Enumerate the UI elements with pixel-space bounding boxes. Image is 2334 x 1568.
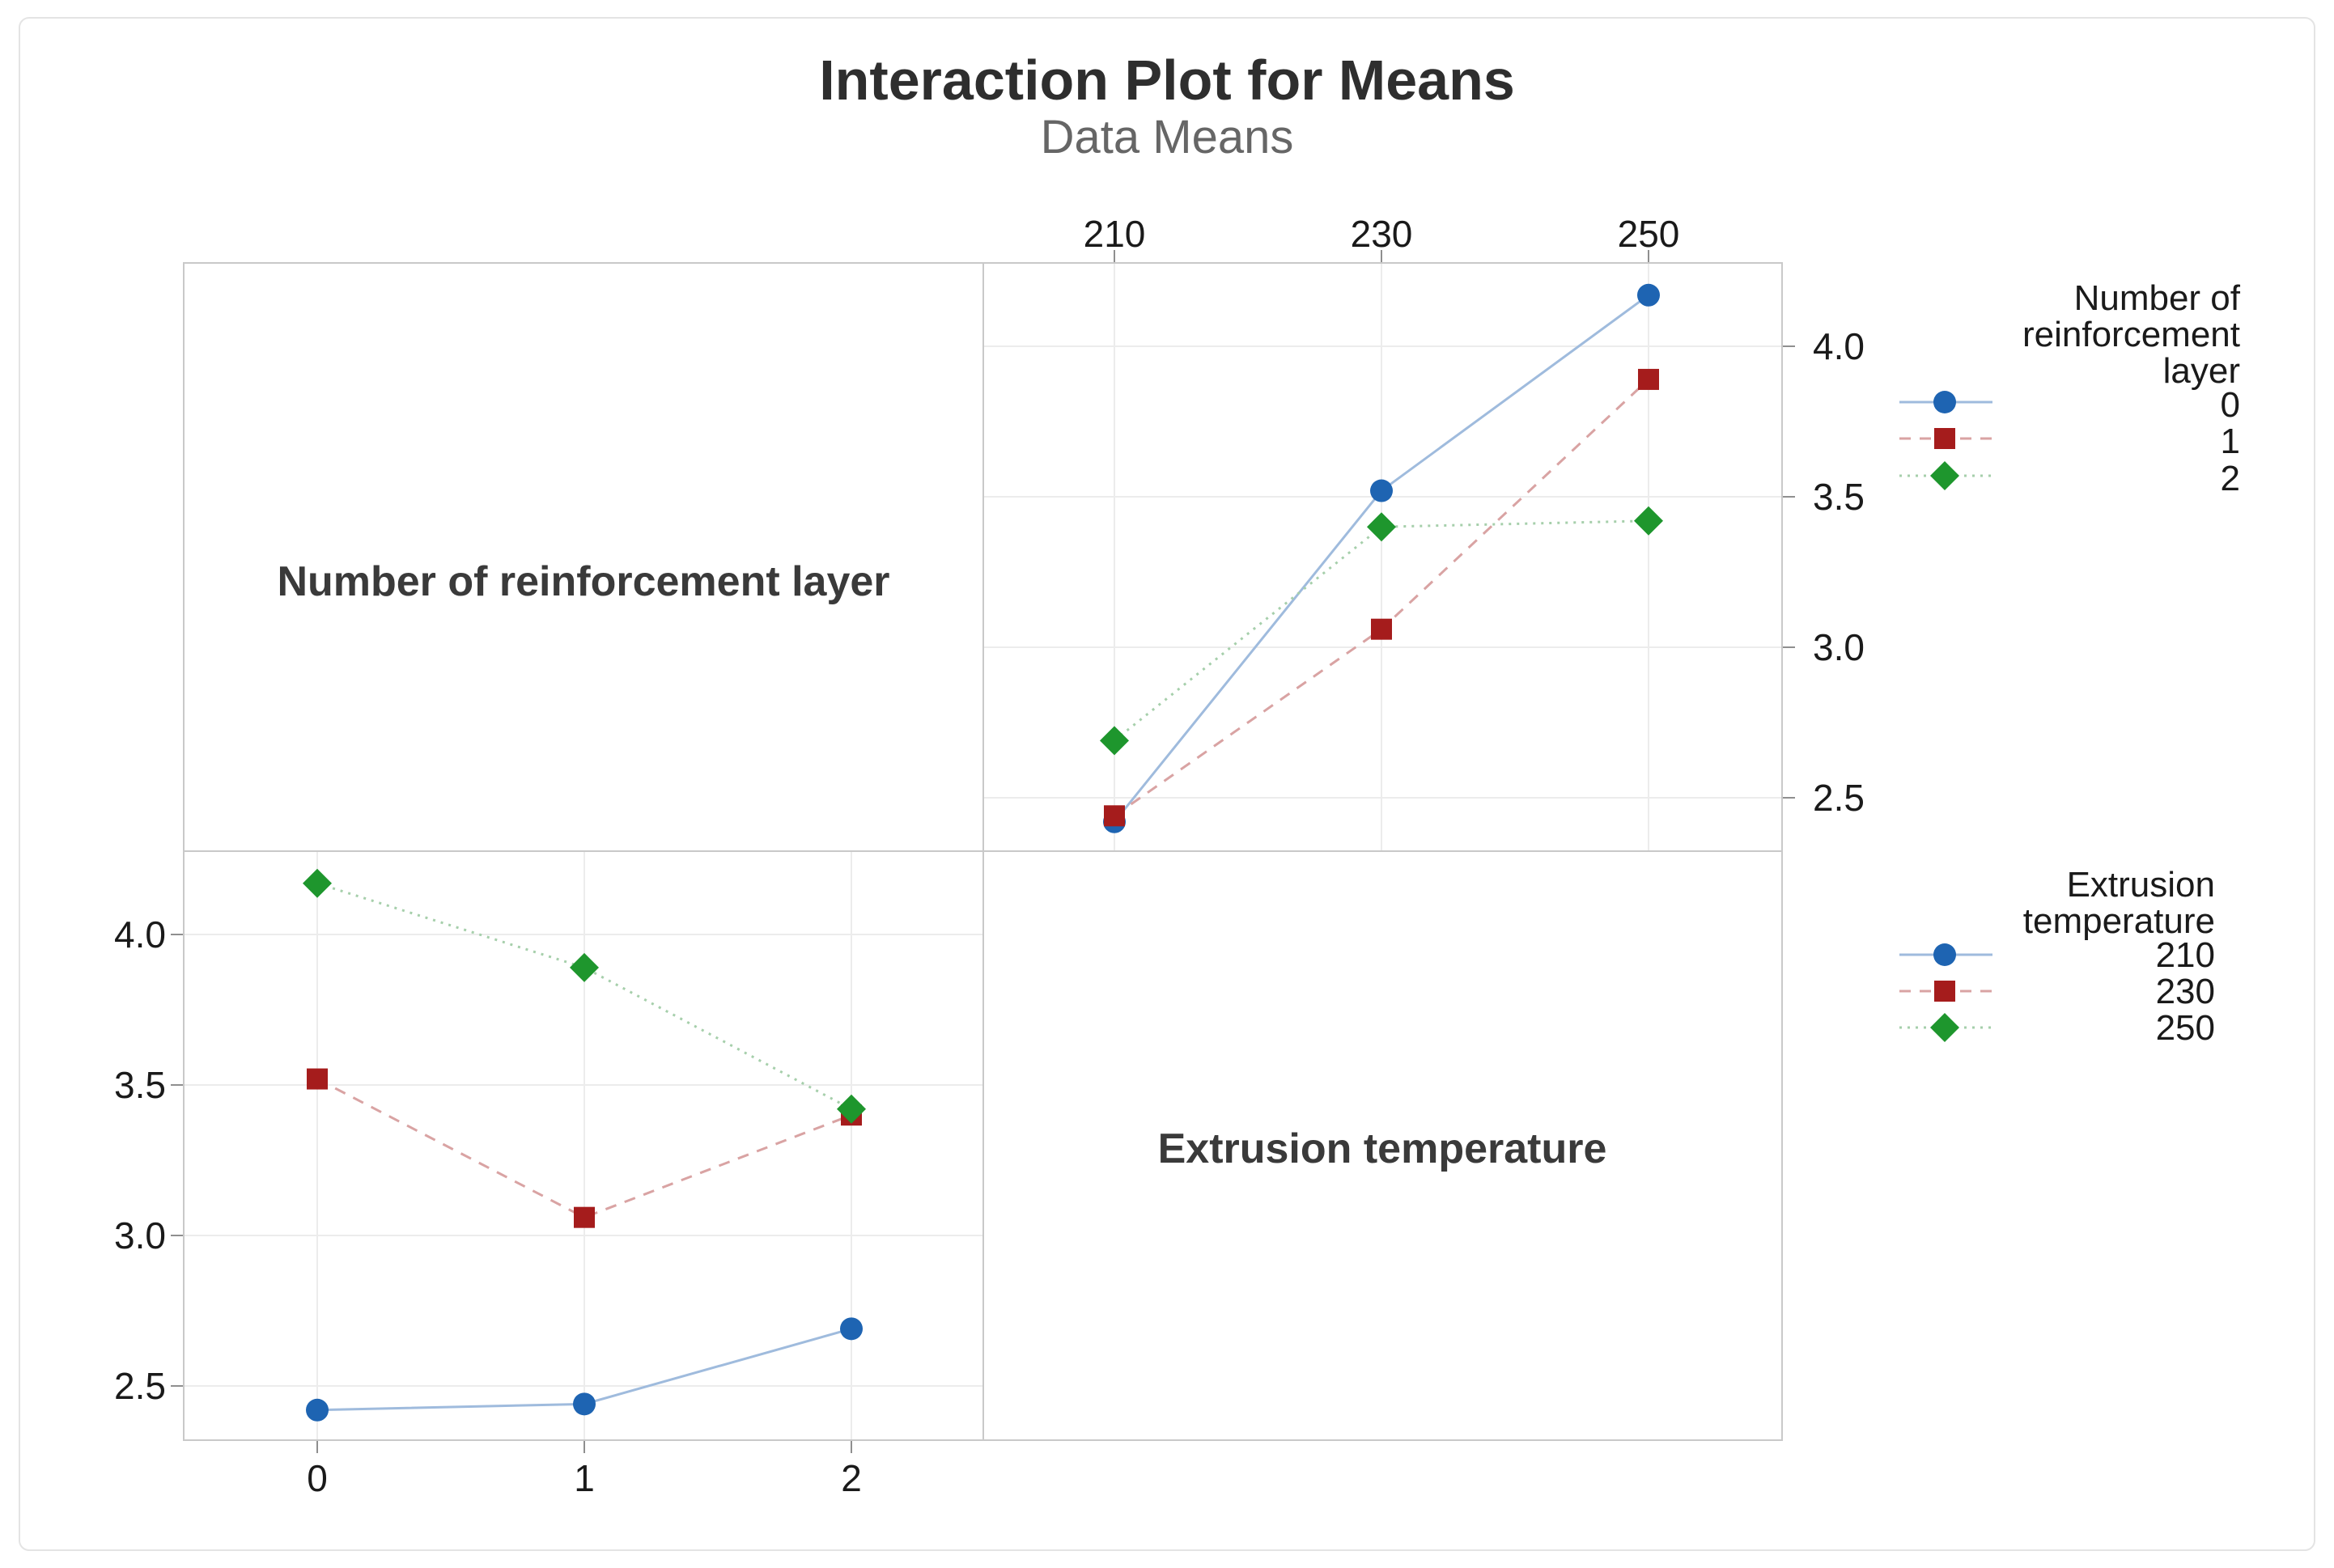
circle-marker-icon <box>1933 391 1956 413</box>
square-marker-icon <box>574 1206 595 1228</box>
legend-title-line: layer <box>2163 351 2240 391</box>
bottom-axis-tick-label: 2 <box>841 1457 862 1499</box>
diamond-marker-icon <box>570 952 599 982</box>
gridlines-bottom-left-panel <box>184 851 983 1440</box>
legend-entry-label: 0 <box>2221 385 2240 425</box>
right-axis-tick-label: 4.0 <box>1813 325 1865 367</box>
square-marker-icon <box>1371 618 1392 640</box>
legend-title-line: Number of <box>2074 278 2241 318</box>
right-axis-tick-label: 2.5 <box>1813 777 1865 819</box>
legend-entry-label: 2 <box>2221 459 2240 498</box>
diamond-marker-icon <box>1634 506 1663 536</box>
diamond-marker-icon <box>837 1094 866 1124</box>
circle-marker-icon <box>306 1398 329 1422</box>
top-axis-labels: 210 230 250 <box>1084 213 1680 255</box>
legend-title-line: Extrusion <box>2067 865 2215 905</box>
diamond-marker-icon <box>1930 1013 1959 1042</box>
circle-marker-icon <box>1933 943 1956 966</box>
bottom-axis-labels: 0 1 2 <box>307 1457 862 1499</box>
top-axis-tick-label: 210 <box>1084 213 1146 255</box>
circle-marker-icon <box>573 1392 596 1416</box>
square-marker-icon <box>1934 981 1955 1002</box>
legend-title-line: temperature <box>2023 901 2215 941</box>
series-210 <box>306 1317 863 1422</box>
bottom-axis-tick-label: 1 <box>574 1457 595 1499</box>
legend-entry-label: 250 <box>2156 1008 2215 1048</box>
legend-entry-label: 230 <box>2156 972 2215 1011</box>
series-1 <box>1104 368 1659 827</box>
series-2 <box>1100 506 1663 756</box>
top-axis-tick-label: 250 <box>1618 213 1680 255</box>
square-marker-icon <box>1104 805 1125 827</box>
axis-ticks <box>171 250 1795 1453</box>
right-axis-tick-label: 3.5 <box>1813 476 1865 518</box>
left-axis-tick-label: 3.0 <box>114 1214 166 1257</box>
figure-border <box>19 17 2315 1551</box>
diamond-marker-icon <box>303 868 332 898</box>
square-marker-icon <box>1638 368 1659 390</box>
legend-extrusion-temperature: Extrusion temperature 210 230 250 <box>1899 865 2215 1048</box>
circle-marker-icon <box>840 1317 863 1341</box>
panel-borders <box>183 262 1783 1441</box>
legend-entry-label: 1 <box>2221 422 2240 461</box>
circle-marker-icon <box>1637 283 1660 307</box>
left-axis-tick-label: 3.5 <box>114 1064 166 1106</box>
series-250 <box>303 868 866 1124</box>
square-marker-icon <box>1934 428 1955 449</box>
left-axis-tick-label: 2.5 <box>114 1365 166 1407</box>
left-axis-tick-label: 4.0 <box>114 913 166 956</box>
square-marker-icon <box>307 1068 328 1090</box>
top-right-panel-series <box>1100 283 1663 833</box>
legend-title-line: reinforcement <box>2022 315 2240 354</box>
bottom-axis-tick-label: 0 <box>307 1457 328 1499</box>
legend-reinforcement-layer: Number of reinforcement layer 0 1 2 <box>1899 278 2241 498</box>
right-axis-tick-label: 3.0 <box>1813 626 1865 668</box>
left-axis-labels: 4.0 3.5 3.0 2.5 <box>114 913 166 1407</box>
gridlines-top-right-panel <box>983 263 1782 851</box>
circle-marker-icon <box>1370 479 1393 502</box>
bottom-left-panel-series <box>303 868 866 1422</box>
right-axis-labels: 4.0 3.5 3.0 2.5 <box>1813 325 1865 819</box>
top-axis-tick-label: 230 <box>1351 213 1413 255</box>
diamond-marker-icon <box>1100 726 1129 756</box>
chart-title: Interaction Plot for Means <box>819 49 1515 112</box>
factor-cell-label-extrusion-temperature: Extrusion temperature <box>1158 1125 1607 1172</box>
legend-entry-label: 210 <box>2156 935 2215 975</box>
diamond-marker-icon <box>1930 461 1959 490</box>
factor-cell-label-reinforcement-layer: Number of reinforcement layer <box>277 558 889 605</box>
diamond-marker-icon <box>1367 512 1396 542</box>
chart-subtitle: Data Means <box>1040 111 1294 163</box>
